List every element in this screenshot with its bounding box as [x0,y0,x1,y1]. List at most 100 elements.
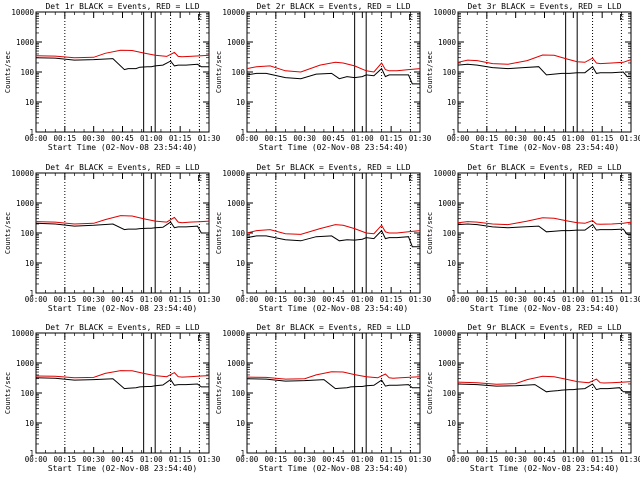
y-tick-label: 1000 [227,359,246,368]
x-tick-label: 00:00 [25,134,48,143]
y-tick-label: 1000 [16,38,35,47]
marker-label: E [408,334,413,343]
marker-label: E [619,334,624,343]
x-tick-label: 01:15 [591,134,614,143]
y-tick-label: 1 [451,449,456,458]
marker-label: E [197,13,202,22]
events-series-line [246,67,420,85]
y-axis-label: Counts/sec [426,372,434,414]
plot-title: Det 7r BLACK = Events, RED = LLD [45,323,199,332]
y-tick-label: 100 [442,68,456,77]
events-series-line [457,383,631,393]
x-tick-label: 00:15 [476,295,499,304]
y-tick-label: 10 [447,259,457,268]
x-tick-label: 01:30 [198,134,221,143]
x-tick-label: 00:45 [111,295,134,304]
x-axis-label: Start Time (02-Nov-08 23:54:40) [259,143,408,152]
marker-label: E [408,174,413,183]
x-tick-label: 00:00 [25,295,48,304]
plot-frame [246,332,421,454]
y-tick-label: 100 [20,68,34,77]
detector-plot-9: Det 9r BLACK = Events, RED = LLD 1 10 100 10… [426,323,640,473]
x-tick-label: 00:15 [476,134,499,143]
y-axis-label: Counts/sec [215,51,223,93]
plot-title: Det 1r BLACK = Events, RED = LLD [45,2,199,11]
y-tick-label: 1 [240,128,245,137]
x-tick-label: 01:00 [140,134,163,143]
lld-series-line [35,370,210,379]
y-axis-label: Counts/sec [4,212,12,254]
detector-plot-1: Det 1r BLACK = Events, RED = LLD 1 10 100 10… [4,2,221,152]
plot-frame [35,11,210,133]
x-tick-label: 00:45 [322,295,345,304]
marker-label: E [619,13,624,22]
events-series-line [35,377,209,390]
events-series-line [35,57,209,71]
events-series-line [246,378,420,390]
y-tick-label: 10 [447,419,457,428]
x-tick-label: 01:00 [351,134,374,143]
plot-title: Det 4r BLACK = Events, RED = LLD [45,163,199,172]
y-tick-label: 10000 [222,8,245,17]
x-tick-label: 01:30 [620,134,640,143]
x-tick-label: 00:00 [25,455,48,464]
x-tick-label: 01:00 [140,455,163,464]
lld-series-line [457,54,632,65]
x-tick-label: 00:45 [111,134,134,143]
x-tick-label: 01:15 [591,455,614,464]
x-tick-label: 00:15 [54,134,77,143]
x-tick-label: 00:30 [293,455,316,464]
x-axis-label: Start Time (02-Nov-08 23:54:40) [48,143,197,152]
x-tick-label: 00:45 [533,455,556,464]
y-tick-label: 10 [25,259,35,268]
x-tick-label: 01:15 [380,134,403,143]
x-tick-label: 00:00 [236,295,259,304]
y-tick-label: 1000 [438,359,457,368]
detector-plot-7: Det 7r BLACK = Events, RED = LLD 1 10 100 10… [4,323,221,473]
x-tick-label: 00:15 [476,455,499,464]
y-axis-label: Counts/sec [215,212,223,254]
y-tick-label: 10000 [433,8,456,17]
detector-plot-3: Det 3r BLACK = Events, RED = LLD 1 10 100 10… [426,2,640,152]
x-axis-label: Start Time (02-Nov-08 23:54:40) [470,464,619,473]
y-tick-label: 1 [29,449,34,458]
x-tick-label: 01:00 [140,295,163,304]
detector-plot-6: Det 6r BLACK = Events, RED = LLD 1 10 100 10… [426,163,640,313]
x-tick-label: 00:45 [533,295,556,304]
detector-plot-2: Det 2r BLACK = Events, RED = LLD 1 10 100 10… [215,2,432,152]
lld-series-line [35,215,210,225]
y-tick-label: 10 [25,419,35,428]
y-tick-label: 100 [442,229,456,238]
y-tick-label: 1 [29,289,34,298]
y-tick-label: 10 [25,98,35,107]
plot-frame [457,332,632,454]
x-tick-label: 00:45 [111,455,134,464]
x-axis-label: Start Time (02-Nov-08 23:54:40) [259,464,408,473]
lld-series-line [246,371,421,380]
x-tick-label: 00:30 [504,134,527,143]
x-tick-label: 00:30 [82,134,105,143]
y-tick-label: 10 [236,419,246,428]
lld-series-line [457,375,632,385]
x-tick-label: 01:15 [380,295,403,304]
x-tick-label: 00:00 [447,295,470,304]
y-tick-label: 100 [442,389,456,398]
x-tick-label: 00:30 [504,455,527,464]
x-tick-label: 01:15 [169,134,192,143]
x-axis-label: Start Time (02-Nov-08 23:54:40) [259,304,408,313]
plot-title: Det 6r BLACK = Events, RED = LLD [467,163,621,172]
y-tick-label: 10000 [11,8,34,17]
y-tick-label: 10000 [433,169,456,178]
plot-title: Det 3r BLACK = Events, RED = LLD [467,2,621,11]
y-tick-label: 1000 [438,38,457,47]
x-axis-label: Start Time (02-Nov-08 23:54:40) [470,143,619,152]
y-axis-label: Counts/sec [4,51,12,93]
y-tick-label: 10 [447,98,457,107]
plot-title: Det 9r BLACK = Events, RED = LLD [467,323,621,332]
y-tick-label: 100 [231,389,245,398]
lld-series-line [35,49,210,59]
x-tick-label: 00:45 [322,134,345,143]
plot-frame [35,172,210,294]
y-axis-label: Counts/sec [426,51,434,93]
